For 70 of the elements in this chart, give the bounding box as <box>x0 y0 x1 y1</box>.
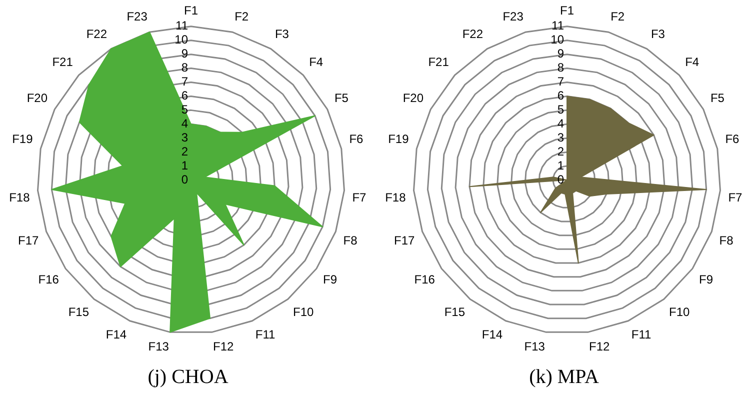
y-tick-label: 3 <box>181 130 188 144</box>
y-tick-label: 6 <box>557 88 564 103</box>
spoke-label: F18 <box>385 190 406 205</box>
spoke-label: F8 <box>343 234 358 248</box>
y-tick-label: 8 <box>557 60 564 75</box>
spoke-label: F19 <box>12 132 34 146</box>
spoke-label: F6 <box>349 132 364 146</box>
spoke-label: F20 <box>402 90 424 105</box>
spoke-label: F1 <box>560 4 574 18</box>
spoke-label: F4 <box>685 54 700 69</box>
spoke-label: F12 <box>589 340 610 354</box>
y-tick-label: 9 <box>181 46 188 61</box>
spoke-label: F21 <box>428 54 450 69</box>
spoke-label: F11 <box>255 328 276 342</box>
spoke-label: F12 <box>213 340 234 354</box>
spoke-label: F10 <box>668 304 690 319</box>
spoke-label: F22 <box>86 27 108 42</box>
spoke-label: F10 <box>292 304 314 319</box>
spoke-label: F18 <box>9 190 30 205</box>
spoke-label: F14 <box>106 328 127 342</box>
y-tick-label: 5 <box>557 102 564 116</box>
spoke-label: F7 <box>728 190 743 205</box>
spoke-label: F15 <box>68 304 90 319</box>
y-tick-label: 10 <box>550 32 564 47</box>
y-tick-label: 6 <box>181 88 188 103</box>
y-tick-label: 1 <box>181 158 188 172</box>
y-tick-label: 2 <box>181 144 188 158</box>
y-tick-label: 11 <box>176 18 188 33</box>
spoke-label: F7 <box>352 190 367 205</box>
spoke-label: F6 <box>725 132 740 146</box>
y-tick-label: 4 <box>557 116 564 130</box>
spoke-label: F3 <box>650 27 666 42</box>
text: (j) CHOA <box>148 366 228 389</box>
spoke-label: F11 <box>631 328 652 342</box>
y-tick-label: 10 <box>174 32 188 47</box>
y-tick-label: 0 <box>181 172 188 186</box>
spoke-label: F13 <box>148 340 170 354</box>
y-tick-label: 4 <box>181 116 188 130</box>
spoke-label: F3 <box>274 27 290 42</box>
spoke-label: F16 <box>38 272 60 287</box>
spoke-label: F9 <box>323 272 338 287</box>
spoke-label: F8 <box>719 234 734 248</box>
spoke-label: F14 <box>482 328 503 342</box>
y-tick-label: 2 <box>557 144 564 158</box>
spoke-label: F21 <box>52 54 74 69</box>
spoke-label: F2 <box>610 10 625 24</box>
spoke-label: F22 <box>462 27 484 42</box>
spoke-label: F5 <box>334 90 349 105</box>
spoke-label: F15 <box>444 304 466 319</box>
y-tick-label: 3 <box>557 130 564 144</box>
y-tick-label: 1 <box>557 158 564 172</box>
spoke-label: F17 <box>18 234 40 248</box>
spoke-label: F20 <box>26 90 48 105</box>
spoke-label: F23 <box>502 10 524 24</box>
spoke-label: F17 <box>394 234 416 248</box>
y-tick-label: 8 <box>181 60 188 75</box>
y-tick-label: 7 <box>557 74 564 89</box>
spoke-label: F9 <box>699 272 714 287</box>
y-tick-label: 9 <box>557 46 564 61</box>
y-tick-label: 11 <box>552 18 564 33</box>
spoke-label: F5 <box>710 90 725 105</box>
y-tick-label: 7 <box>181 74 188 89</box>
spoke-label: F1 <box>184 4 198 18</box>
spoke-label: F13 <box>524 340 546 354</box>
spoke-label: F2 <box>234 10 249 24</box>
spoke-label: F16 <box>414 272 436 287</box>
spoke-label: F23 <box>126 10 148 24</box>
spoke-label: F19 <box>388 132 410 146</box>
text: (k) MPA <box>529 366 599 389</box>
spoke-label: F4 <box>309 54 324 69</box>
